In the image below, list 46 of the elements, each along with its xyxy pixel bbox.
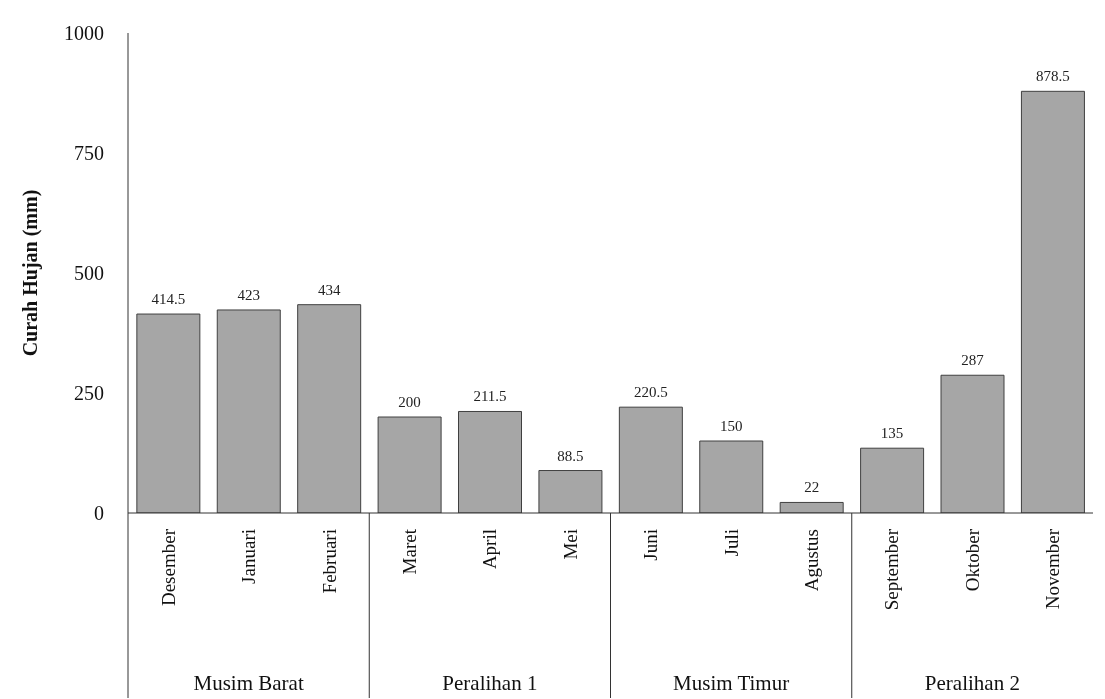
bar: [1020, 90, 1085, 513]
bar: [136, 313, 201, 513]
y-tick-label: 750: [74, 142, 104, 165]
bar: [216, 309, 281, 513]
bar: [377, 416, 442, 513]
bar: [860, 447, 925, 513]
y-tick-label: 500: [74, 262, 104, 285]
data-label: 287: [961, 352, 985, 369]
text: Musim Timur: [673, 671, 790, 695]
data-label: 423: [237, 286, 261, 303]
x-tick-label: Desember: [157, 528, 179, 607]
x-tick-label: September: [881, 528, 903, 611]
data-label: 434: [317, 281, 341, 298]
text: Peralihan 1: [442, 671, 538, 695]
data-label: 88.5: [557, 447, 584, 464]
text: Peralihan 2: [924, 671, 1020, 695]
data-label: 200: [398, 394, 421, 410]
x-tick-label: Agustus: [801, 529, 823, 592]
data-label: 220.5: [633, 384, 668, 401]
x-tick-label: November: [1042, 528, 1064, 610]
data-label: 211.5: [473, 388, 507, 405]
y-tick-label: 250: [74, 382, 104, 405]
text: Musim Barat: [193, 671, 304, 695]
data-label: 135: [880, 425, 904, 442]
y-axis-title: Curah Hujan (mm): [19, 189, 43, 357]
data-label: 414.5: [151, 291, 186, 308]
bar: [458, 410, 523, 513]
x-tick-label: April: [479, 529, 501, 570]
data-label: 878.5: [1036, 68, 1070, 85]
data-label: 22: [804, 479, 820, 496]
x-tick-label: Maret: [398, 528, 420, 575]
bar: [779, 501, 844, 513]
x-tick-label: Februari: [318, 529, 340, 594]
x-tick-label: Mei: [559, 529, 581, 560]
x-tick-label: Januari: [238, 529, 260, 584]
x-tick-label: Juli: [720, 529, 742, 557]
bar: [297, 304, 362, 513]
bar: [940, 374, 1005, 513]
x-tick-label: Oktober: [961, 528, 983, 592]
x-tick-label: Juni: [640, 529, 662, 561]
data-label: 150: [720, 418, 743, 434]
bar: [699, 440, 764, 513]
y-tick-label: 0: [94, 502, 104, 525]
y-tick-label: 1000: [64, 22, 104, 45]
bar: [618, 406, 683, 513]
bar: [538, 470, 603, 513]
